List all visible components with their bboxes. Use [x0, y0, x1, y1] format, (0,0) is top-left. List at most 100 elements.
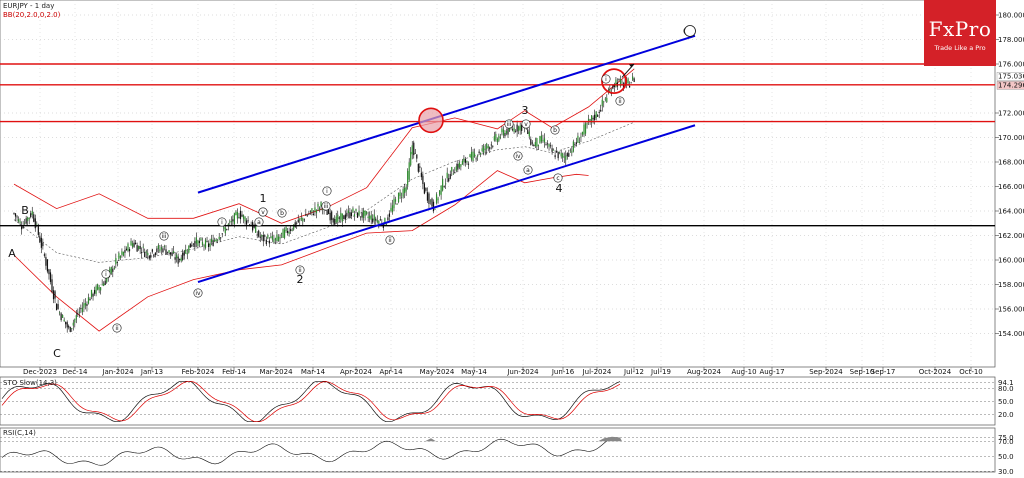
candle-body	[521, 124, 523, 131]
candle-body	[606, 97, 608, 102]
candle-body	[566, 153, 568, 157]
time-tick-label: Oct-2024	[919, 368, 952, 376]
candle-body	[435, 194, 438, 204]
candle-body	[498, 135, 500, 141]
candle-body	[477, 155, 479, 157]
candle-body	[125, 248, 128, 251]
candle-body	[153, 254, 155, 257]
candle-body	[633, 78, 635, 82]
candle-body	[239, 210, 242, 220]
symbol-title: EURJPY - 1 day	[3, 2, 54, 10]
panel-borders	[0, 0, 996, 473]
candle-body	[33, 214, 35, 222]
candle-body	[63, 319, 65, 322]
time-tick-label: Dec-2023	[23, 368, 57, 376]
candle-body	[572, 141, 574, 152]
wave-marker-label: ii	[618, 98, 622, 105]
candle-body	[244, 217, 246, 222]
candle-body	[396, 204, 398, 205]
candle-body	[543, 138, 546, 143]
candle-body	[431, 198, 433, 207]
candle-body	[312, 213, 315, 215]
candle-body	[401, 196, 403, 198]
candle-body	[349, 212, 351, 218]
candle-body	[229, 221, 231, 223]
candle-body	[329, 212, 331, 221]
candle-body	[264, 235, 266, 237]
fxpro-logo: FxPro Trade Like a Pro	[924, 0, 996, 66]
rsi-line	[1, 437, 621, 466]
candle-body	[419, 166, 421, 168]
candle-body	[287, 230, 289, 233]
wave-marker	[101, 269, 111, 279]
candle-body	[443, 186, 445, 188]
candle-body	[290, 229, 292, 232]
wave-marker	[322, 186, 332, 196]
candle-body	[619, 78, 622, 87]
candle-body	[504, 133, 506, 137]
price-tick-label: 164.000	[998, 208, 1024, 216]
candle-body	[416, 154, 418, 159]
candle-body	[147, 252, 149, 256]
wave-label: 2	[297, 273, 304, 286]
candle-body	[445, 183, 447, 185]
candle-body	[311, 208, 313, 213]
candle-body	[545, 144, 547, 146]
candle-body	[45, 257, 47, 266]
time-tick-label: May-14	[461, 368, 487, 376]
candle-body	[95, 286, 97, 294]
candle-body	[267, 235, 269, 239]
time-tick-label: Jun-2024	[506, 368, 539, 376]
candle-body	[131, 243, 134, 248]
time-tick-label: Apr-14	[379, 368, 403, 376]
wave-label: B	[21, 204, 29, 217]
candle-body	[74, 319, 76, 323]
candle-body	[557, 151, 559, 159]
candle-body	[615, 79, 617, 87]
candle-body	[39, 236, 41, 243]
wave-label: A	[8, 247, 16, 260]
candle-body	[133, 242, 135, 247]
candle-body	[571, 151, 573, 153]
candle-body	[475, 158, 477, 160]
candle-body	[483, 145, 485, 153]
candle-body	[361, 212, 363, 218]
price-tick-label: 170.000	[998, 134, 1024, 142]
candle-body	[562, 153, 564, 158]
candle-body	[280, 232, 283, 234]
candle-body	[439, 190, 441, 195]
candle-body	[293, 224, 295, 230]
candle-body	[255, 226, 257, 233]
candle-body	[586, 123, 588, 125]
price-tick-label: 168.000	[998, 159, 1024, 167]
wave-marker-label: ii	[115, 325, 119, 332]
candle-body	[139, 246, 141, 250]
candle-body	[622, 83, 625, 89]
candle-body	[25, 218, 27, 224]
candle-body	[574, 144, 576, 145]
candle-body	[347, 210, 349, 214]
candle-body	[432, 201, 435, 212]
candle-body	[391, 205, 394, 213]
candle-body	[116, 261, 118, 263]
candle-body	[288, 231, 290, 234]
candle-body	[390, 207, 392, 212]
wave-marker	[159, 231, 169, 241]
candle-body	[499, 137, 501, 138]
candle-body	[109, 268, 111, 273]
candle-body	[575, 142, 577, 144]
candle-body	[268, 240, 270, 244]
candle-body	[157, 245, 159, 249]
candle-body	[334, 219, 336, 225]
candle-body	[57, 304, 59, 310]
candle-body	[136, 245, 138, 252]
candle-body	[40, 237, 42, 248]
candle-body	[13, 213, 15, 214]
candle-body	[598, 111, 600, 113]
time-tick-label: Feb-14	[222, 368, 246, 376]
candle-body	[551, 148, 553, 152]
candle-body	[110, 267, 112, 274]
candle-body	[540, 135, 543, 142]
candle-body	[68, 325, 70, 328]
candle-body	[273, 239, 275, 243]
